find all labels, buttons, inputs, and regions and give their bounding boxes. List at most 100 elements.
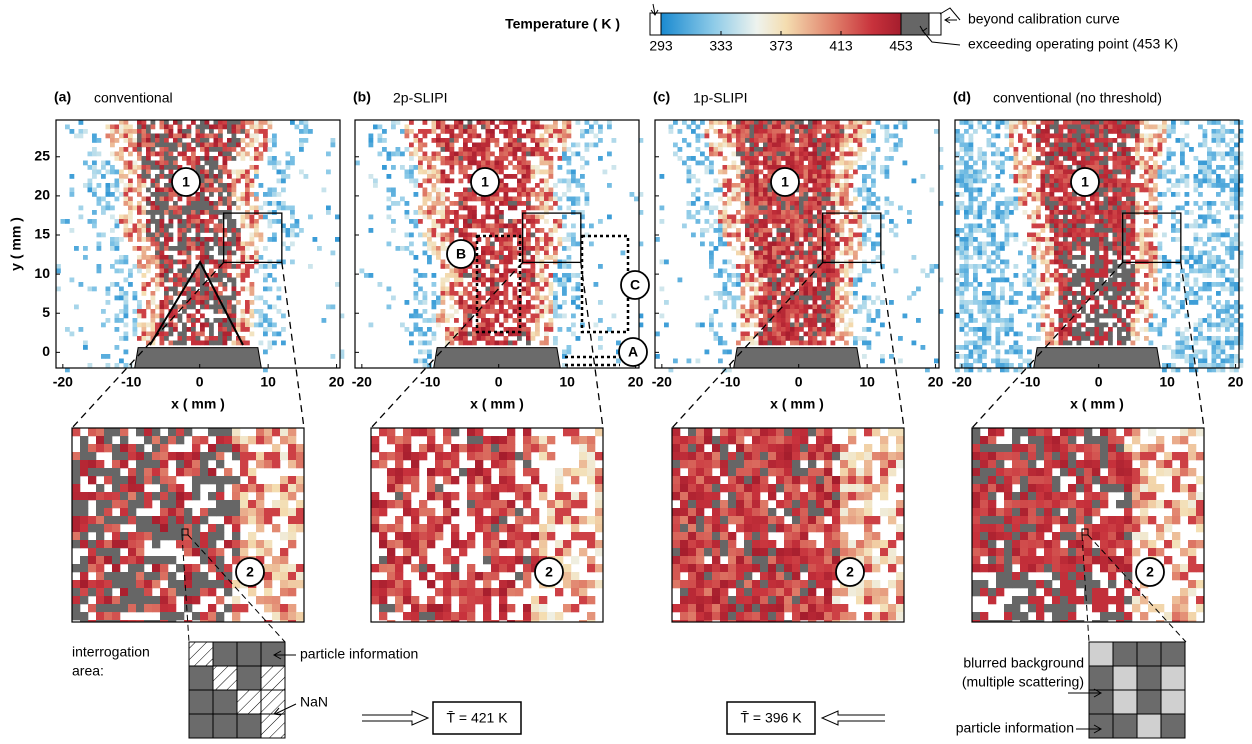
inset-pixel: [256, 540, 265, 549]
heatmap-pixel: [204, 205, 210, 211]
heatmap-pixel: [803, 210, 809, 215]
heatmap-pixel: [191, 277, 196, 283]
heatmap-pixel: [440, 120, 446, 125]
heatmap-pixel: [817, 160, 822, 166]
heatmap-pixel: [123, 192, 129, 197]
inset-pixel: [272, 508, 281, 517]
heatmap-pixel: [146, 228, 151, 233]
heatmap-pixel: [535, 295, 540, 301]
heatmap-pixel: [839, 147, 845, 152]
heatmap-pixel: [593, 282, 599, 287]
heatmap-pixel: [821, 304, 827, 310]
heatmap-pixel: [204, 142, 210, 148]
heatmap-pixel: [490, 214, 495, 220]
heatmap-pixel: [114, 345, 120, 350]
heatmap-pixel: [110, 133, 115, 139]
heatmap-pixel: [218, 192, 223, 197]
heatmap-pixel: [263, 133, 268, 139]
heatmap-pixel: [830, 241, 836, 247]
heatmap-pixel: [508, 151, 513, 157]
inset-pixel: [152, 468, 161, 477]
inset-pixel: [280, 548, 289, 557]
heatmap-pixel: [276, 286, 282, 292]
heatmap-pixel: [767, 129, 773, 134]
heatmap-pixel: [835, 309, 840, 314]
heatmap-pixel: [150, 124, 156, 130]
heatmap-pixel: [799, 165, 804, 170]
heatmap-pixel: [222, 232, 228, 238]
heatmap-pixel: [281, 223, 286, 229]
heatmap-pixel: [209, 169, 214, 175]
inset-pixel: [371, 524, 380, 533]
heatmap-pixel: [790, 156, 795, 161]
inset-pixel: [72, 564, 81, 573]
heatmap-pixel: [767, 250, 773, 256]
heatmap-pixel: [472, 304, 477, 310]
heatmap-pixel: [200, 268, 205, 274]
heatmap-pixel: [454, 223, 459, 229]
heatmap-pixel: [490, 223, 495, 229]
inset-pixel: [288, 532, 297, 541]
heatmap-pixel: [377, 124, 383, 130]
inset-pixel: [587, 612, 596, 621]
heatmap-pixel: [848, 174, 854, 179]
heatmap-pixel: [413, 210, 419, 215]
heatmap-pixel: [844, 151, 849, 157]
heatmap-pixel: [817, 259, 822, 265]
heatmap-pixel: [168, 151, 174, 157]
heatmap-pixel: [767, 205, 773, 211]
heatmap-pixel: [862, 120, 867, 125]
heatmap-pixel: [467, 219, 473, 224]
heatmap-pixel: [871, 165, 876, 170]
inset-pixel: [72, 492, 81, 501]
heatmap-pixel: [227, 295, 232, 301]
inset-pixel: [280, 604, 289, 613]
heatmap-pixel: [440, 196, 446, 202]
inset-pixel: [200, 516, 209, 525]
heatmap-pixel: [686, 201, 692, 206]
heatmap-pixel: [758, 133, 764, 139]
heatmap-pixel: [150, 219, 156, 224]
inset-pixel: [128, 500, 137, 509]
inset-pixel: [144, 428, 153, 437]
heatmap-pixel: [150, 259, 156, 265]
heatmap-pixel: [548, 165, 554, 170]
inset-pixel: [371, 580, 380, 589]
heatmap-pixel: [812, 241, 818, 247]
heatmap-pixel: [539, 264, 545, 269]
heatmap-pixel: [553, 273, 558, 278]
heatmap-pixel: [481, 264, 486, 269]
heatmap-pixel: [799, 174, 804, 179]
heatmap-pixel: [355, 160, 360, 166]
heatmap-pixel: [812, 286, 818, 292]
inset-pixel: [403, 444, 412, 453]
heatmap-pixel: [830, 223, 836, 229]
heatmap-pixel: [884, 210, 890, 215]
heatmap-pixel: [731, 232, 737, 238]
heatmap-pixel: [476, 237, 482, 242]
inset-pixel: [507, 524, 516, 533]
heatmap-pixel: [254, 228, 259, 233]
heatmap-pixel: [272, 201, 277, 206]
inset-pixel: [72, 540, 81, 549]
inset-pixel: [184, 540, 193, 549]
heatmap-pixel: [449, 268, 455, 274]
heatmap-pixel: [263, 286, 268, 292]
heatmap-pixel: [781, 282, 786, 287]
inset-pixel: [224, 580, 233, 589]
heatmap-pixel: [893, 142, 899, 148]
heatmap-pixel: [763, 205, 768, 211]
heatmap-pixel: [830, 219, 836, 224]
inset-pixel: [176, 540, 185, 549]
heatmap-pixel: [616, 340, 621, 346]
inset-pixel: [168, 500, 177, 509]
inset-pixel: [379, 524, 388, 533]
inset-pixel: [523, 452, 532, 461]
heatmap-pixel: [575, 241, 581, 247]
inset-pixel: [168, 436, 177, 445]
heatmap-pixel: [114, 313, 120, 319]
heatmap-pixel: [128, 151, 133, 157]
inset-pixel: [499, 612, 508, 621]
heatmap-pixel: [186, 268, 192, 274]
heatmap-pixel: [745, 255, 750, 260]
